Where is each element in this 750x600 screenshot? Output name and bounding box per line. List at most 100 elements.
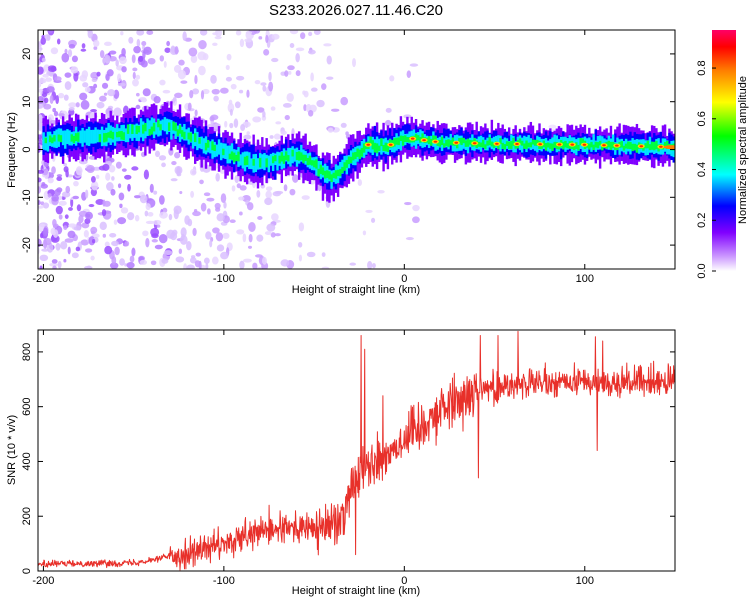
- spectrogram-speckle: [53, 229, 59, 238]
- spectrogram-speckle: [46, 86, 55, 93]
- spectrogram-ridge-cell: [313, 160, 316, 168]
- spectrogram-speckle: [135, 92, 140, 97]
- spectrogram-ridge-cell: [226, 145, 229, 164]
- spectrogram-speckle: [223, 201, 227, 209]
- spectrogram-ridge-cell: [414, 133, 418, 141]
- spectrogram-speckle: [260, 82, 267, 86]
- spectrogram-ridge-cell: [74, 133, 78, 142]
- spectrogram-speckle: [43, 237, 52, 246]
- spectrogram-speckle: [84, 86, 91, 93]
- spectrogram-speckle: [231, 185, 236, 192]
- spectrogram-ridge-cell: [315, 159, 318, 169]
- spectrogram-ridge-cell: [77, 132, 80, 142]
- spectrogram-speckle: [179, 235, 188, 245]
- spectrogram-ridge-cell: [464, 140, 468, 147]
- spectrogram-ridge-cell: [300, 152, 303, 161]
- spectrogram-ridge-cell: [323, 170, 327, 179]
- spectrogram-speckle: [96, 101, 105, 109]
- spectrogram-speckle: [207, 208, 211, 215]
- spectrogram-speckle: [180, 227, 187, 238]
- spectrogram-speckle: [268, 71, 272, 82]
- spectrogram-speckle: [128, 36, 134, 44]
- spectrogram-speckle: [264, 197, 273, 206]
- spectrogram-speckle: [199, 30, 208, 36]
- spectrogram-speckle: [71, 55, 78, 63]
- spectrogram-ridge-cell: [224, 143, 227, 160]
- spectrogram-speckle: [268, 81, 274, 92]
- spectrogram-speckle: [216, 244, 225, 252]
- spectrogram-speckle: [199, 179, 204, 185]
- spectrogram-ridge-cell: [308, 155, 312, 165]
- spectrogram-ridge-cell: [319, 164, 322, 174]
- snr-series-line: [38, 330, 675, 571]
- spectrogram-speckle: [84, 248, 93, 253]
- spectrogram-speckle: [39, 77, 46, 84]
- spectrogram-speckle: [109, 232, 117, 238]
- spectrogram-ridge-cell: [191, 133, 195, 149]
- spectrogram-ridge-cell: [384, 142, 387, 152]
- spectrogram-speckle: [38, 134, 43, 140]
- spectrogram-ridge-cell: [544, 143, 548, 151]
- spectrogram-speckle: [191, 88, 200, 95]
- spectrogram-speckle: [220, 193, 227, 203]
- spectrogram-ridge-cell: [176, 129, 180, 137]
- spectrogram-speckle: [73, 180, 79, 187]
- spectrogram-speckle: [266, 223, 276, 232]
- spectrogram-speckle: [104, 54, 111, 64]
- spectrogram-speckle: [262, 85, 267, 92]
- spectrogram-speckle: [133, 195, 141, 199]
- spectrogram-hotspot-core: [366, 143, 371, 146]
- spectrogram-speckle: [189, 257, 197, 264]
- spectrogram-speckle: [190, 190, 195, 198]
- spectrogram-speckle: [106, 182, 114, 192]
- spectrogram-speckle: [240, 124, 246, 132]
- spectrogram-x-ticks: -200 -100 0 100: [32, 30, 594, 285]
- spectrogram-speckle: [80, 48, 87, 52]
- spectrogram-speckle: [310, 87, 318, 92]
- spectrogram-speckle: [63, 258, 67, 263]
- spectrogram-speckle: [117, 217, 127, 225]
- spectrogram-speckle: [83, 229, 89, 238]
- spectrogram-ridge-cell: [443, 143, 446, 148]
- spectrogram-speckle: [132, 79, 139, 87]
- spectrogram-speckle: [340, 122, 347, 128]
- spectrogram-ridge-cell: [317, 168, 320, 177]
- spectrogram-speckle: [258, 36, 263, 40]
- spectrogram-ridge-cell: [44, 136, 47, 151]
- snr-y-label: SNR (10 * v/v): [6, 415, 18, 485]
- spectrogram-speckle: [38, 186, 42, 194]
- spectrogram-speckle: [131, 166, 139, 171]
- spectrogram-speckle: [205, 231, 212, 240]
- spectrogram-speckle: [64, 81, 72, 91]
- spectrogram-speckle: [222, 232, 230, 240]
- spectrogram-speckle: [243, 258, 252, 263]
- spectrogram-ridge-cell: [438, 139, 442, 147]
- spectrogram-speckle: [63, 94, 69, 101]
- colorbar-tick-label: 0.6: [696, 111, 708, 126]
- spectrogram-speckle: [154, 244, 163, 250]
- spectrogram-ridge-cell: [406, 137, 409, 143]
- spectrogram-ridge-cell: [98, 134, 102, 143]
- spectrogram-ridge-cell: [198, 137, 201, 144]
- y-tick-label: 20: [21, 48, 33, 60]
- spectrogram-speckle: [56, 176, 63, 182]
- spectrogram-ridge-cell: [572, 144, 576, 151]
- spectrogram-speckle: [38, 177, 42, 183]
- spectrogram-ridge-cell: [148, 120, 151, 135]
- spectrogram-ridge-cell: [209, 141, 212, 154]
- spectrogram-speckle: [300, 32, 306, 40]
- spectrogram-speckle: [245, 31, 253, 35]
- spectrogram-ridge-cell: [124, 128, 128, 143]
- spectrogram-speckle: [178, 59, 185, 66]
- spectrogram-speckle: [117, 73, 122, 83]
- spectrogram-speckle: [254, 254, 263, 258]
- spectrogram-speckle: [308, 110, 314, 117]
- spectrogram-ridge-cell: [230, 151, 234, 160]
- spectrogram-speckle: [39, 265, 43, 269]
- spectrogram-speckle: [38, 66, 44, 75]
- spectrogram-speckle: [99, 221, 107, 231]
- spectrogram-ridge-cell: [653, 141, 656, 151]
- spectrogram-hotspot-core: [422, 139, 426, 142]
- spectrogram-speckle: [214, 35, 222, 40]
- spectrogram-ridge-cell: [479, 142, 483, 148]
